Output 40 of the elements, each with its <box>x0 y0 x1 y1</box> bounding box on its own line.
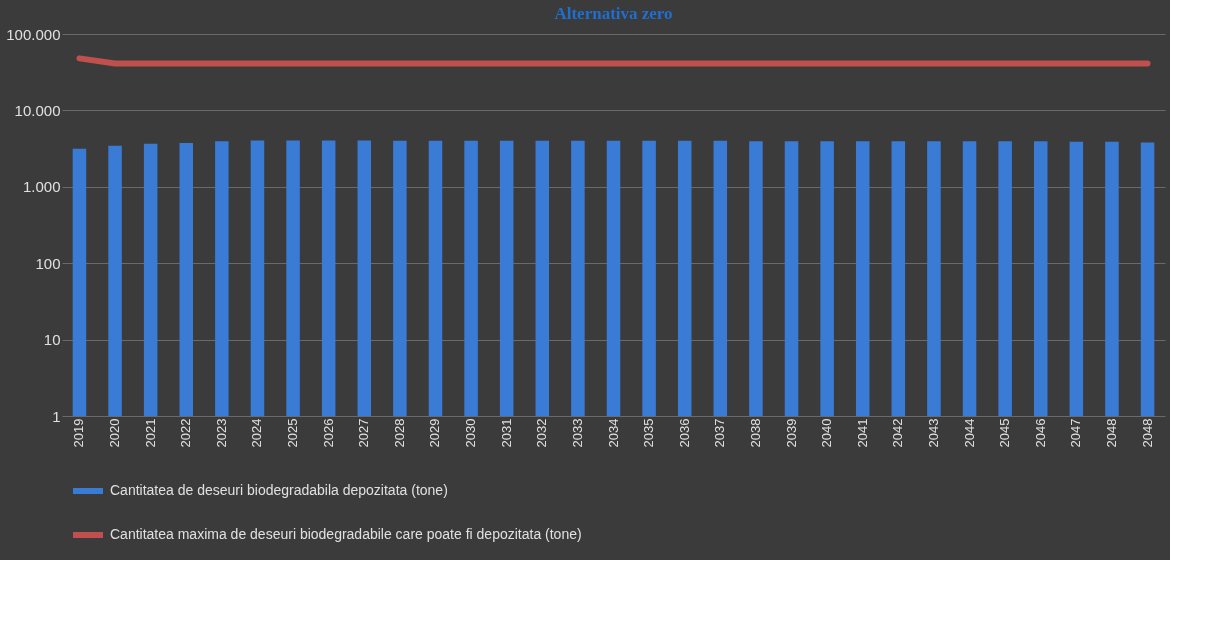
x-tick-label: 2022 <box>178 418 194 448</box>
x-tick-label: 2028 <box>391 418 407 448</box>
x-tick-label: 2038 <box>747 418 763 448</box>
x-tick-label: 2047 <box>1068 418 1084 448</box>
x-tick-label: 2025 <box>285 418 301 448</box>
y-tick-label: 10.000 <box>14 101 61 119</box>
x-tick-label: 2036 <box>676 418 692 448</box>
x-tick-label: 2033 <box>569 418 585 448</box>
x-tick-label: 2026 <box>320 418 336 448</box>
x-tick-label: 2044 <box>961 418 977 448</box>
x-tick-label: 2029 <box>427 418 443 448</box>
x-tick-label: 2034 <box>605 418 621 448</box>
y-tick-label: 100 <box>35 254 61 272</box>
legend-label: Cantitatea de deseuri biodegradabila depozitata (tone) <box>110 482 448 498</box>
x-tick-label: 2045 <box>997 418 1013 448</box>
x-tick-label: 2048 <box>1139 418 1155 448</box>
x-tick-label: 2043 <box>925 418 941 448</box>
x-tick-label: 2041 <box>854 418 870 448</box>
legend-label: Cantitatea maxima de deseuri biodegradabile care poate fi depozitata (tone) <box>110 526 582 542</box>
x-tick-label: 2027 <box>356 418 372 448</box>
x-tick-label: 2021 <box>142 418 158 448</box>
x-tick-label: 2035 <box>641 418 657 448</box>
x-tick-label: 2024 <box>249 418 265 448</box>
y-tick-label: 10 <box>43 331 61 349</box>
x-tick-label: 2023 <box>213 418 229 448</box>
y-tick-label: 1.000 <box>22 178 61 196</box>
x-tick-label: 2037 <box>712 418 728 448</box>
x-tick-label: 2031 <box>498 418 514 448</box>
y-tick-label: 1 <box>52 407 61 425</box>
y-tick-label: 100.000 <box>6 25 61 43</box>
x-tick-label: 2039 <box>783 418 799 448</box>
x-tick-label: 2048 <box>1103 418 1119 448</box>
x-tick-label: 2040 <box>819 418 835 448</box>
x-tick-label: 2019 <box>71 418 87 448</box>
x-tick-label: 2032 <box>534 418 550 448</box>
x-tick-label: 2020 <box>107 418 123 448</box>
x-tick-label: 2030 <box>463 418 479 448</box>
chart-title: Alternativa zero <box>554 4 673 23</box>
x-tick-label: 2042 <box>890 418 906 448</box>
x-tick-label: 2046 <box>1032 418 1048 448</box>
